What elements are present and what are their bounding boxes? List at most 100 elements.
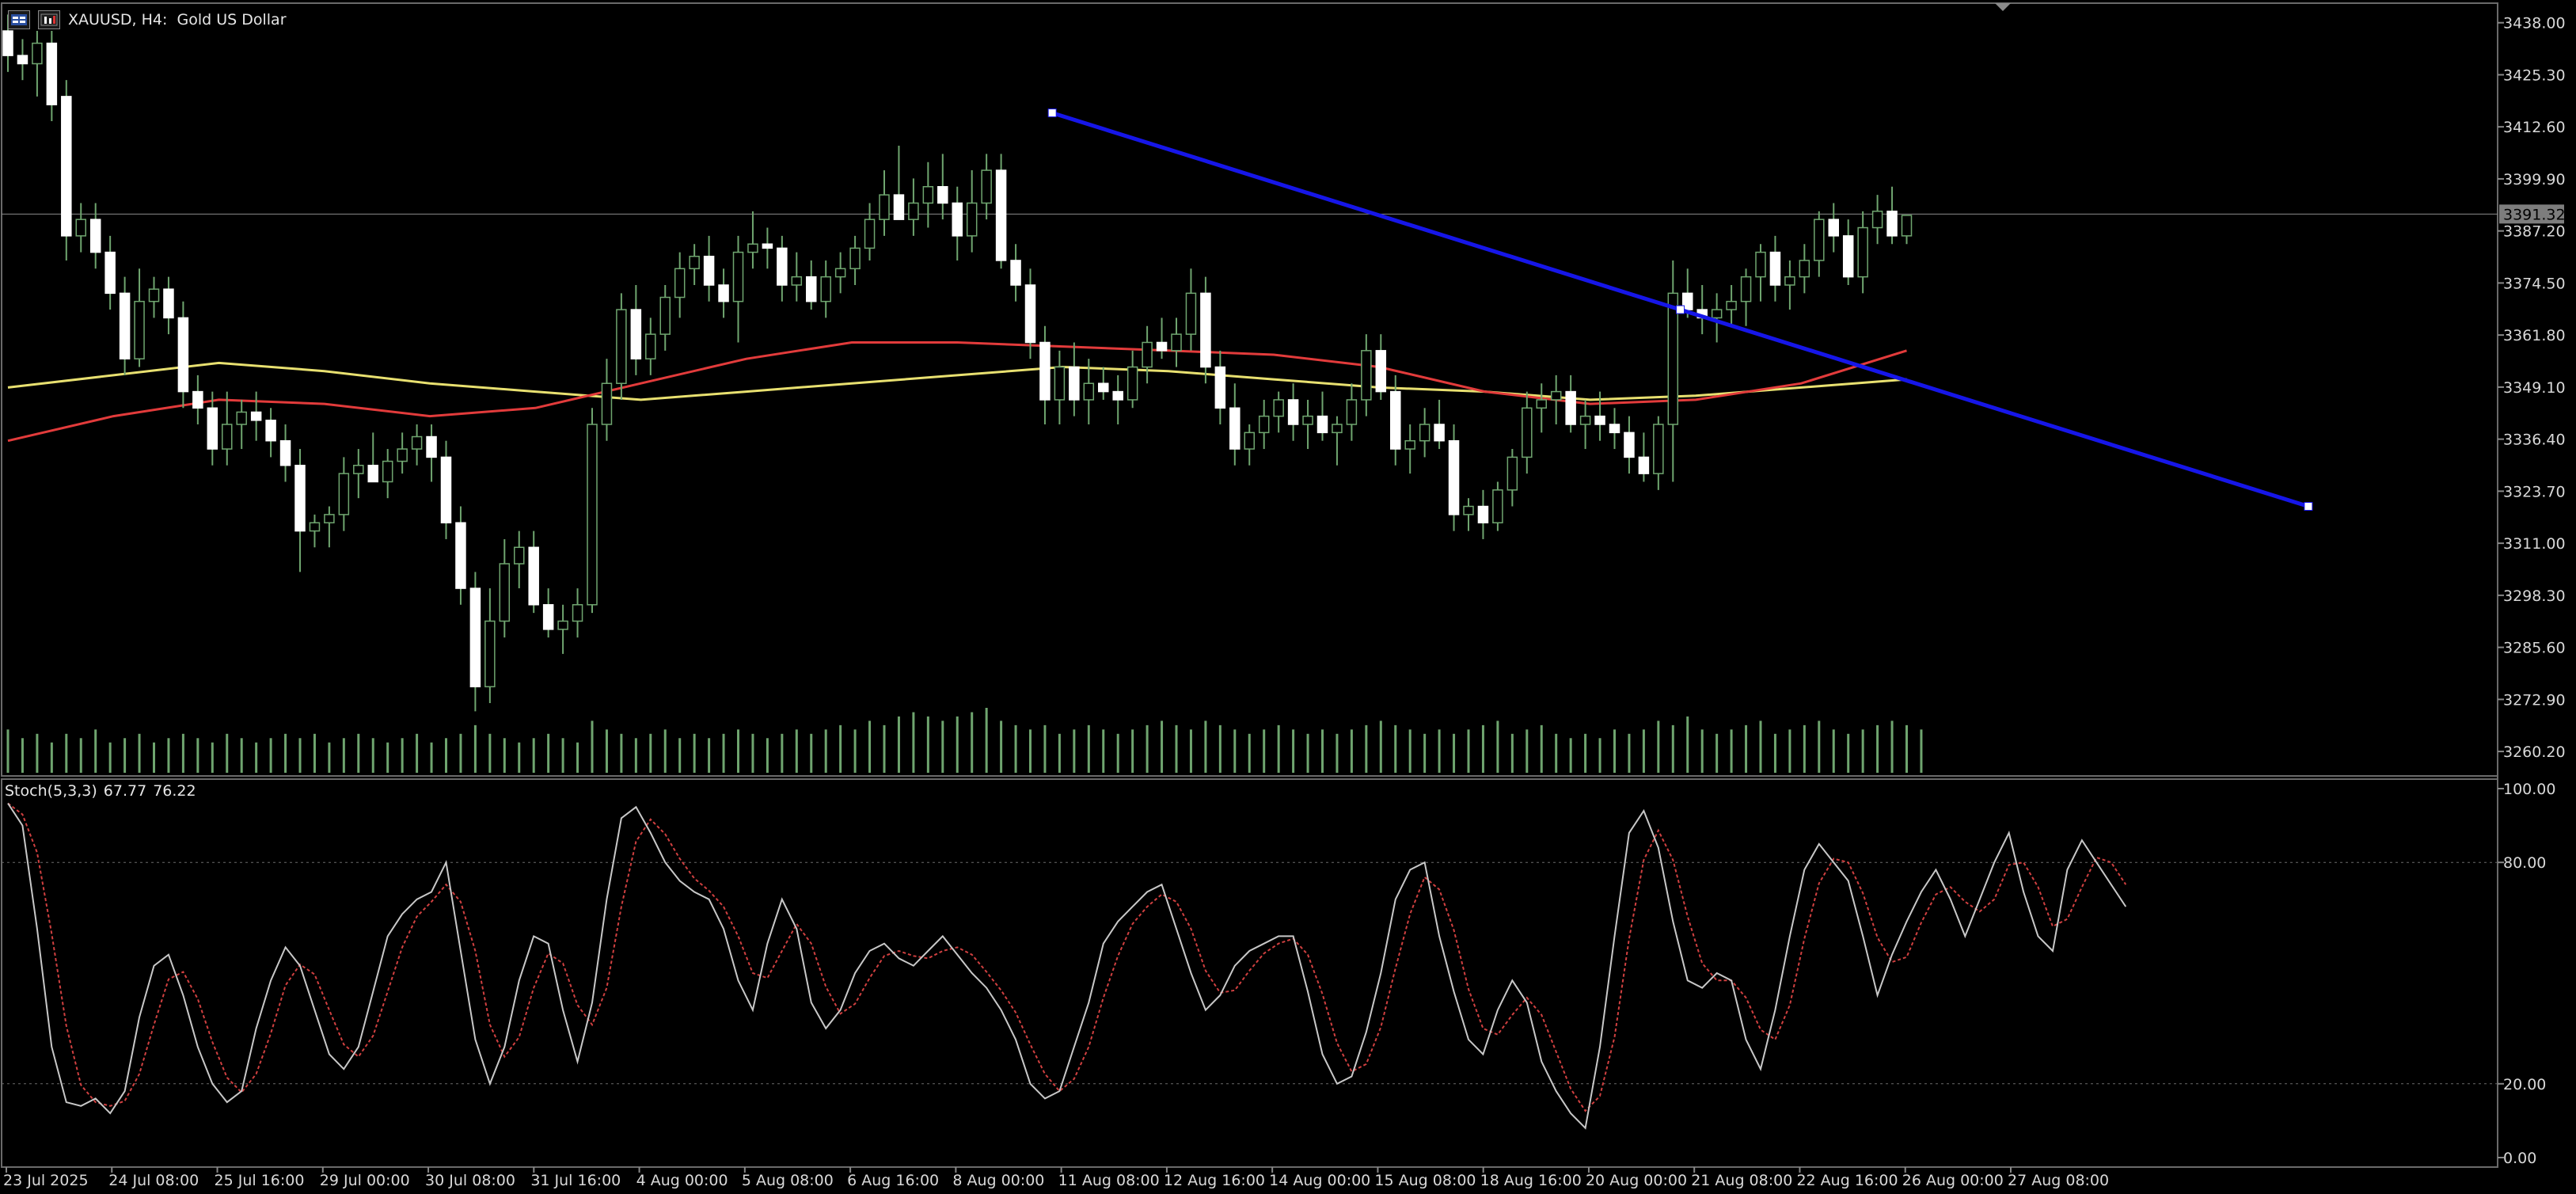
candle-up	[1244, 432, 1255, 450]
candle-up	[849, 247, 861, 270]
candle-up	[1726, 300, 1737, 310]
candle-up	[411, 435, 423, 450]
candle-up	[1361, 350, 1372, 401]
candle-up	[1799, 260, 1810, 278]
candle-down	[703, 256, 715, 286]
candle-down	[1287, 399, 1299, 425]
stoch-scale-label: 100.00	[2503, 781, 2555, 798]
time-axis-label: 31 Jul 16:00	[530, 1172, 621, 1189]
price-scale-label: 3438.00	[2503, 15, 2566, 32]
candle-up	[674, 268, 686, 298]
candle-up	[1740, 276, 1752, 302]
candle-up	[499, 563, 511, 622]
time-axis-label: 29 Jul 00:00	[320, 1172, 410, 1189]
scroll-marker-icon[interactable]	[1995, 3, 2011, 11]
candle-up	[397, 448, 408, 462]
candle-down	[279, 439, 291, 466]
candle-down	[528, 546, 539, 606]
candle-up	[922, 186, 934, 204]
trendline-handle	[2304, 502, 2313, 511]
price-scale-label: 3336.40	[2503, 432, 2566, 449]
candle-up	[1185, 292, 1197, 335]
candle-down	[937, 186, 948, 204]
candle-up	[1579, 415, 1591, 425]
candle-down	[1434, 424, 1445, 442]
stoch-main-line	[7, 803, 2127, 1130]
stoch-name: Stoch(5,3,3)	[5, 782, 97, 800]
candle-up	[966, 202, 978, 237]
price-scale-label: 3311.00	[2503, 535, 2566, 553]
candle-down	[893, 194, 905, 220]
time-axis-label: 8 Aug 00:00	[952, 1172, 1044, 1189]
stoch-signal-line	[7, 802, 2127, 1112]
price-scale-label: 3260.20	[2503, 743, 2566, 761]
candle-up	[1302, 415, 1313, 425]
candle-up	[1711, 309, 1723, 319]
stoch-header: Stoch(5,3,3) 67.77 76.22	[5, 782, 196, 800]
candle-down	[1477, 505, 1489, 523]
candle-up	[1871, 211, 1883, 229]
candle-down	[207, 407, 218, 450]
time-axis-label: 14 Aug 00:00	[1269, 1172, 1370, 1189]
trendline-handle	[1047, 108, 1057, 118]
candle-up	[834, 268, 846, 278]
price-scale-label: 3323.70	[2503, 483, 2566, 500]
candle-up	[1901, 215, 1913, 237]
candle-up	[689, 256, 700, 270]
price-scale-label: 3425.30	[2503, 67, 2566, 84]
candle-up	[324, 514, 335, 523]
candle-down	[1390, 390, 1401, 450]
candle-up	[981, 169, 992, 204]
candle-down	[1565, 390, 1576, 425]
candle-down	[250, 411, 262, 421]
candle-up	[820, 276, 831, 302]
candle-up	[645, 333, 656, 359]
candle-down	[1156, 341, 1168, 352]
candle-down	[294, 465, 306, 532]
chart-menu-icon[interactable]	[8, 10, 30, 29]
candle-up	[338, 473, 350, 515]
candle-up	[1522, 407, 1533, 458]
candle-down	[718, 284, 729, 302]
time-axis-label: 12 Aug 16:00	[1164, 1172, 1265, 1189]
candle-up	[1258, 415, 1270, 434]
candle-down	[1448, 439, 1460, 515]
chart-type-icon[interactable]	[38, 10, 60, 29]
time-axis-label: 15 Aug 08:00	[1374, 1172, 1476, 1189]
trendline-handle	[1676, 305, 1685, 314]
candle-down	[952, 202, 963, 237]
candle-down	[1112, 390, 1123, 401]
candle-up	[1506, 456, 1518, 491]
candle-up	[353, 465, 364, 474]
candle-down	[1828, 219, 1839, 237]
time-axis-label: 20 Aug 00:00	[1586, 1172, 1687, 1189]
candle-up	[134, 300, 145, 359]
candle-up	[616, 309, 627, 384]
time-axis-label: 5 Aug 08:00	[742, 1172, 834, 1189]
candle-up	[1142, 341, 1153, 368]
candle-down	[777, 247, 788, 286]
candle-down	[762, 243, 773, 249]
candle-down	[1638, 456, 1650, 474]
candle-down	[2, 30, 13, 56]
candle-down	[265, 420, 276, 442]
candle-up	[1492, 489, 1503, 523]
candle-down	[1024, 284, 1036, 344]
candle-down	[89, 219, 101, 253]
candle-up	[1667, 292, 1679, 425]
candle-down	[1316, 415, 1328, 434]
price-scale-label: 3412.60	[2503, 119, 2566, 136]
candle-up	[309, 522, 321, 532]
time-axis-label: 24 Jul 08:00	[108, 1172, 199, 1189]
time-axis-label: 23 Jul 2025	[3, 1172, 89, 1189]
stoch-signal-value: 76.22	[153, 782, 196, 800]
candle-down	[440, 456, 452, 523]
candle-up	[1550, 390, 1562, 401]
candle-down	[1609, 424, 1620, 434]
time-axis-label: 25 Jul 16:00	[215, 1172, 305, 1189]
stoch-main-value: 67.77	[103, 782, 147, 800]
candle-up	[484, 620, 496, 688]
candle-down	[1842, 235, 1854, 278]
